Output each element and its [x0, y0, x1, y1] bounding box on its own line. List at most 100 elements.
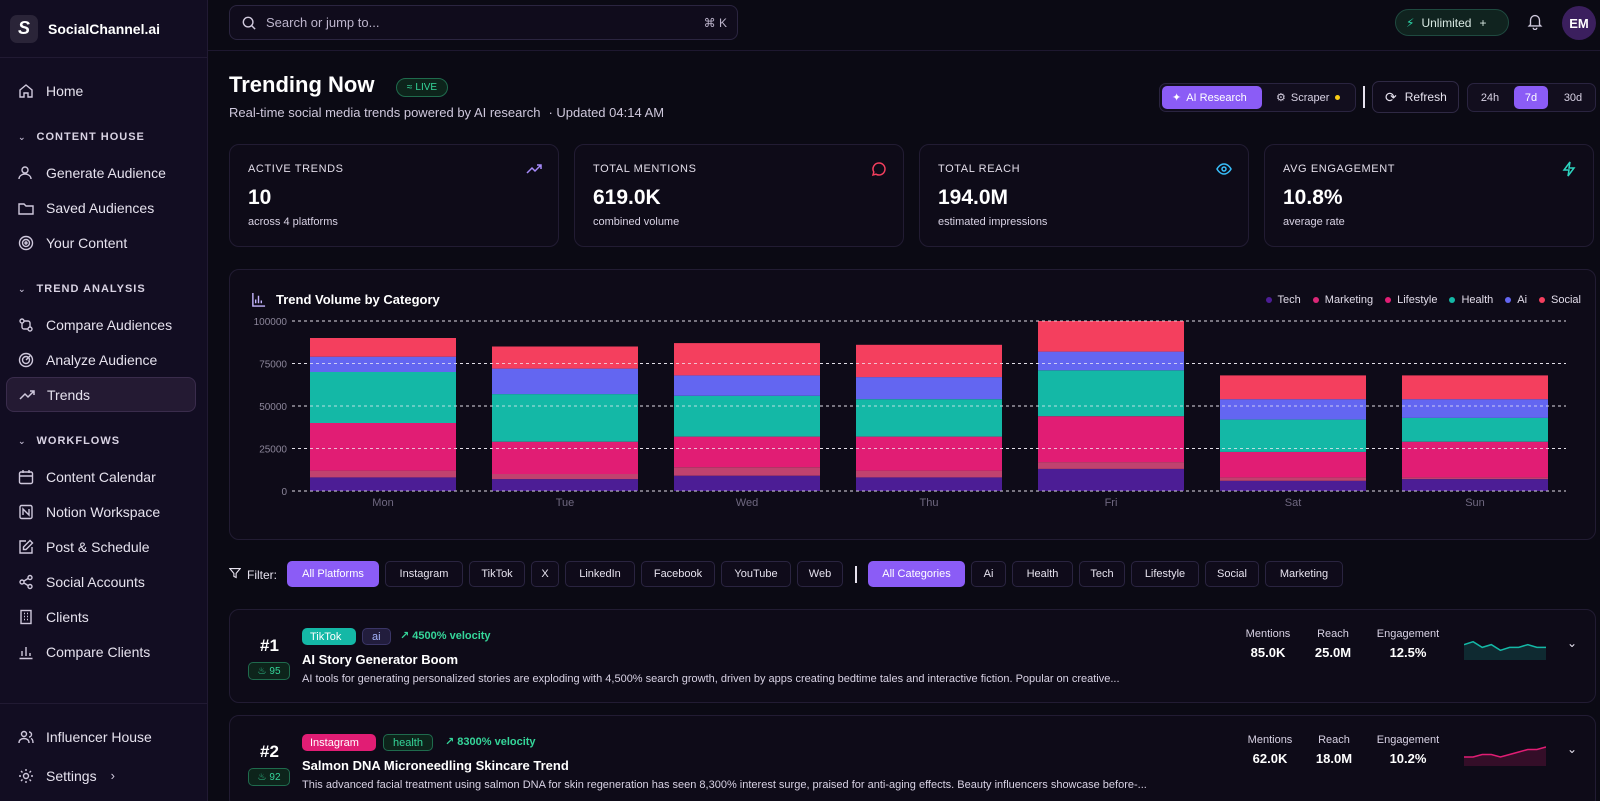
metric-engagement: Engagement 12.5% [1368, 628, 1448, 660]
sidebar-item-saved-audiences[interactable]: Saved Audiences [6, 190, 196, 225]
live-icon: ≈ [406, 82, 413, 93]
metric-mentions: Mentions 85.0K [1238, 628, 1298, 660]
chevron-down-icon: ⌄ [18, 435, 27, 446]
legend-item-lifestyle[interactable]: Lifestyle [1385, 294, 1437, 306]
stat-sub: across 4 platforms [248, 216, 338, 228]
ai-research-button[interactable]: ✦ AI Research [1162, 86, 1262, 109]
sidebar-item-home[interactable]: Home [6, 73, 196, 108]
trend-card[interactable]: #1 ♨ 95 TikTok ai ↗ 4500% velocity AI Sto… [229, 609, 1596, 703]
sidebar-item-your-content[interactable]: Your Content [6, 225, 196, 260]
trend-rank: #2 [260, 742, 279, 761]
category-chip-marketing[interactable]: Marketing [1265, 561, 1343, 587]
sidebar-item-post-schedule[interactable]: Post & Schedule [6, 529, 196, 564]
brand[interactable]: S SocialChannel.ai [0, 0, 207, 58]
scraper-button[interactable]: ⚙︎ Scraper [1266, 86, 1356, 109]
sidebar-item-label: Analyze Audience [46, 351, 158, 368]
filter-label: Filter: [228, 567, 277, 582]
stat-label: TOTAL MENTIONS [593, 163, 697, 175]
brand-name: SocialChannel.ai [48, 20, 161, 37]
category-chip-all-categories[interactable]: All Categories [868, 561, 965, 587]
bar-chart-icon [251, 292, 267, 308]
legend-item-ai[interactable]: Ai [1505, 294, 1527, 306]
bar-segment-tech [1402, 479, 1548, 491]
section-trend-analysis[interactable]: ⌄ TREND ANALYSIS [18, 283, 146, 295]
sidebar-item-compare-clients[interactable]: Compare Clients [6, 634, 196, 669]
filter-label-text: Filter: [247, 567, 277, 582]
sidebar-item-compare-audiences[interactable]: Compare Audiences [6, 307, 196, 342]
legend-label: Health [1461, 294, 1494, 306]
category-chip-health[interactable]: Health [1012, 561, 1073, 587]
sidebar-item-content-calendar[interactable]: Content Calendar [6, 459, 196, 494]
legend-label: Tech [1277, 294, 1301, 306]
platform-chip-facebook[interactable]: Facebook [641, 561, 715, 587]
platform-chip-linkedin[interactable]: LinkedIn [565, 561, 635, 587]
platform-tag: TikTok [302, 628, 356, 645]
legend-item-social[interactable]: Social [1539, 294, 1581, 306]
sidebar-item-analyze-audience[interactable]: Analyze Audience [6, 342, 196, 377]
x-tick-label: Wed [736, 497, 758, 509]
sidebar-item-label: Social Accounts [46, 573, 145, 590]
metric-label: Engagement [1376, 734, 1440, 746]
platform-chip-instagram[interactable]: Instagram [385, 561, 463, 587]
metric-engagement: Engagement 10.2% [1368, 734, 1448, 766]
platform-chip-all-platforms[interactable]: All Platforms [287, 561, 379, 587]
platform-chip-x[interactable]: X [531, 561, 559, 587]
platform-chip-youtube[interactable]: YouTube [721, 561, 791, 587]
stat-value: 194.0M [938, 186, 1009, 209]
avatar[interactable]: EM [1562, 6, 1596, 40]
chevron-down-icon[interactable]: ⌄ [1566, 636, 1577, 650]
category-chip-ai[interactable]: Ai [971, 561, 1006, 587]
bar-segment-health [674, 395, 820, 437]
category-chip-social[interactable]: Social [1205, 561, 1259, 587]
bar-segment-marketing [1038, 462, 1184, 469]
legend-item-health[interactable]: Health [1449, 294, 1493, 306]
x-tick-label: Sun [1465, 497, 1485, 509]
legend-dot [1449, 297, 1456, 303]
category-chip-lifestyle[interactable]: Lifestyle [1131, 561, 1199, 587]
chevron-down-icon[interactable]: ⌄ [1566, 742, 1577, 756]
category-chip-tech[interactable]: Tech [1079, 561, 1125, 587]
plan-badge[interactable]: ⚡︎ Unlimited + [1395, 9, 1509, 36]
y-tick-label: 50000 [259, 402, 287, 413]
sidebar-item-settings[interactable]: Settings › [6, 758, 196, 793]
users-icon [18, 729, 34, 745]
legend-label: Ai [1517, 294, 1528, 306]
sidebar-item-notion-workspace[interactable]: Notion Workspace [6, 494, 196, 529]
sidebar-item-generate-audience[interactable]: Generate Audience [6, 155, 196, 190]
sidebar-item-social-accounts[interactable]: Social Accounts [6, 564, 196, 599]
range-24h-button[interactable]: 24h [1480, 91, 1500, 104]
sidebar-item-influencer-house[interactable]: Influencer House [6, 719, 196, 754]
flame-icon: ♨ [257, 771, 267, 783]
legend-dot [1265, 297, 1272, 303]
refresh-icon: ⟳ [1385, 88, 1397, 105]
source-toggle: ✦ AI Research ⚙︎ Scraper [1159, 83, 1356, 112]
platform-chip-web[interactable]: Web [797, 561, 843, 587]
legend-item-tech[interactable]: Tech [1265, 294, 1301, 306]
metric-label: Reach [1317, 628, 1349, 640]
subtitle-text: Real-time social media trends powered by… [229, 105, 541, 120]
bar-segment-social [674, 343, 820, 376]
search-input[interactable] [266, 15, 686, 30]
sparkle-icon: ✦ [1172, 92, 1182, 104]
range-7d-button[interactable]: 7d [1514, 86, 1548, 109]
filter-divider [855, 566, 857, 583]
y-tick-label: 25000 [259, 445, 287, 456]
section-content-house[interactable]: ⌄ CONTENT HOUSE [18, 131, 145, 143]
refresh-button[interactable]: ⟳ Refresh [1372, 81, 1459, 113]
sidebar-item-trends[interactable]: Trends [6, 377, 196, 412]
velocity-label: ↗ 4500% velocity [400, 629, 491, 642]
sidebar-item-clients[interactable]: Clients [6, 599, 196, 634]
sidebar-item-label: Trends [47, 386, 91, 403]
trend-score: ♨ 95 [248, 662, 290, 680]
section-workflows[interactable]: ⌄ WORKFLOWS [18, 435, 120, 447]
sparkline-line [1464, 746, 1546, 758]
search-box[interactable]: ⌘ K [229, 5, 738, 40]
trend-description: This advanced facial treatment using sal… [302, 779, 1147, 791]
platform-chip-tiktok[interactable]: TikTok [469, 561, 525, 587]
range-30d-button[interactable]: 30d [1563, 91, 1583, 104]
legend-item-marketing[interactable]: Marketing [1312, 294, 1373, 306]
bell-icon[interactable] [1526, 12, 1546, 32]
trend-card[interactable]: #2 ♨ 92 Instagram health ↗ 8300% velocity… [229, 715, 1596, 801]
radar-icon [18, 352, 34, 368]
chevron-down-icon: ⌄ [18, 283, 27, 294]
